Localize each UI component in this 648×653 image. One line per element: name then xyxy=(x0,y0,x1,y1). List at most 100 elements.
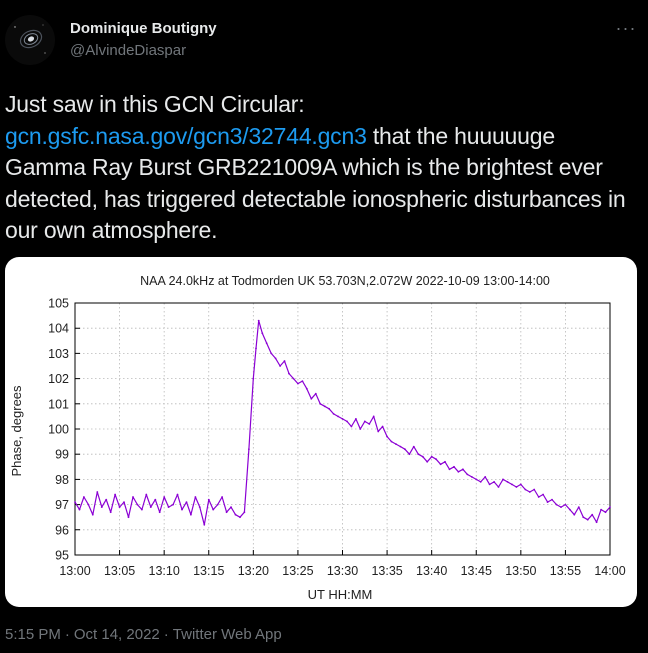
tweet-date[interactable]: Oct 14, 2022 xyxy=(73,626,160,643)
phase-data-point xyxy=(255,347,257,350)
phase-data-point xyxy=(167,506,170,508)
tweet-text: Just saw in this GCN Circular: gcn.gsfc.… xyxy=(5,89,641,247)
phase-data-point xyxy=(430,455,433,458)
phase-data-point xyxy=(100,506,103,508)
tweet-text-part2: that the huuuuuge Gamma Ray Burst GRB221… xyxy=(5,122,626,244)
phase-data-point xyxy=(301,380,304,382)
phase-data-point xyxy=(564,503,567,506)
phase-data-point xyxy=(114,493,116,496)
phase-data-point xyxy=(421,455,424,458)
phase-data-point xyxy=(488,483,491,486)
x-tick-label: 13:55 xyxy=(550,564,581,578)
x-tick-label: 13:05 xyxy=(104,564,135,578)
phase-data-point xyxy=(404,448,406,451)
chart-title: NAA 24.0kHz at Todmorden UK 53.703N,2.07… xyxy=(140,274,550,288)
phase-data-point xyxy=(519,483,522,486)
y-tick-label: 104 xyxy=(48,322,69,336)
phase-data-point xyxy=(399,445,402,448)
phase-data-point xyxy=(141,508,143,511)
phase-data-point xyxy=(551,498,553,501)
phase-data-point xyxy=(426,460,429,463)
phase-data-point xyxy=(181,508,183,511)
phase-data-point xyxy=(363,420,366,423)
phase-data-point xyxy=(368,423,371,425)
galaxy-avatar-icon xyxy=(5,15,55,65)
x-tick-label: 13:45 xyxy=(461,564,492,578)
phase-data-point xyxy=(105,498,108,501)
phase-data-point xyxy=(555,503,558,506)
phase-data-point xyxy=(573,513,576,516)
phase-data-point xyxy=(341,418,344,420)
user-display-name[interactable]: Dominique Boutigny xyxy=(70,20,217,37)
phase-data-point xyxy=(475,478,478,481)
phase-data-point xyxy=(412,445,415,448)
phase-data-point xyxy=(83,496,85,498)
phase-data-point xyxy=(203,523,206,526)
y-axis-label: Phase, degrees xyxy=(9,385,24,477)
phase-data-point xyxy=(533,488,536,491)
tweet-time[interactable]: 5:15 PM xyxy=(5,626,61,643)
tweet-header: Dominique Boutigny @AlvindeDiaspar ··· xyxy=(0,0,648,80)
phase-data-point xyxy=(310,397,313,400)
phase-data-point xyxy=(528,491,531,493)
x-tick-label: 13:40 xyxy=(416,564,447,578)
x-tick-label: 13:30 xyxy=(327,564,358,578)
user-handle[interactable]: @AlvindeDiaspar xyxy=(70,42,187,59)
phase-data-point xyxy=(248,448,250,451)
footer-separator: · xyxy=(163,626,169,643)
phase-data-point xyxy=(524,488,527,491)
phase-chart: NAA 24.0kHz at Todmorden UK 53.703N,2.07… xyxy=(9,274,626,602)
phase-data-point xyxy=(172,503,175,506)
phase-data-point xyxy=(163,496,166,498)
more-options-icon[interactable]: ··· xyxy=(615,18,637,38)
tweet-source[interactable]: Twitter Web App xyxy=(172,626,282,643)
phase-data-point xyxy=(252,377,255,380)
x-tick-label: 13:50 xyxy=(505,564,536,578)
footer-separator: · xyxy=(64,626,70,643)
x-axis-label: UT HH:MM xyxy=(308,587,373,602)
tweet-media-chart[interactable]: NAA 24.0kHz at Todmorden UK 53.703N,2.07… xyxy=(5,257,637,607)
phase-data-point xyxy=(537,496,540,498)
phase-data-point xyxy=(497,486,500,488)
y-tick-label: 105 xyxy=(48,297,69,311)
phase-data-point xyxy=(435,458,437,461)
phase-data-point xyxy=(386,435,388,438)
phase-data-point xyxy=(185,501,188,503)
phase-data-point xyxy=(609,506,611,508)
phase-data-point xyxy=(591,513,594,516)
tweet-footer: 5:15 PM · Oct 14, 2022 · Twitter Web App xyxy=(5,626,286,643)
phase-data-point xyxy=(257,319,260,322)
y-tick-label: 103 xyxy=(48,347,69,361)
avatar[interactable] xyxy=(5,15,55,65)
phase-data-point xyxy=(377,430,380,433)
y-tick-label: 99 xyxy=(55,448,69,462)
y-tick-label: 98 xyxy=(55,473,69,487)
phase-data-point xyxy=(546,501,549,503)
phase-data-point xyxy=(176,493,179,496)
phase-data-point xyxy=(194,496,197,498)
phase-data-point xyxy=(604,511,607,514)
phase-data-point xyxy=(239,516,241,519)
phase-data-point xyxy=(78,508,81,511)
phase-data-point xyxy=(439,463,442,466)
phase-data-point xyxy=(314,392,317,395)
phase-data-point xyxy=(87,503,90,506)
x-tick-label: 13:20 xyxy=(238,564,269,578)
x-tick-label: 13:25 xyxy=(282,564,313,578)
gcn-circular-link[interactable]: gcn.gsfc.nasa.gov/gcn3/32744.gcn3 xyxy=(5,122,367,149)
phase-data-point xyxy=(350,425,353,428)
phase-data-point xyxy=(225,511,228,514)
phase-data-point xyxy=(216,503,219,506)
phase-data-point xyxy=(136,503,139,506)
x-tick-label: 13:35 xyxy=(371,564,402,578)
phase-data-point xyxy=(355,418,357,420)
phase-data-point xyxy=(586,518,589,521)
x-tick-label: 13:10 xyxy=(149,564,180,578)
phase-data-point xyxy=(297,382,299,385)
phase-data-point xyxy=(359,428,362,430)
y-tick-label: 102 xyxy=(48,372,69,386)
phase-data-point xyxy=(511,483,513,486)
phase-data-point xyxy=(145,493,148,496)
phase-data-point xyxy=(221,496,224,498)
x-tick-label: 13:00 xyxy=(59,564,90,578)
